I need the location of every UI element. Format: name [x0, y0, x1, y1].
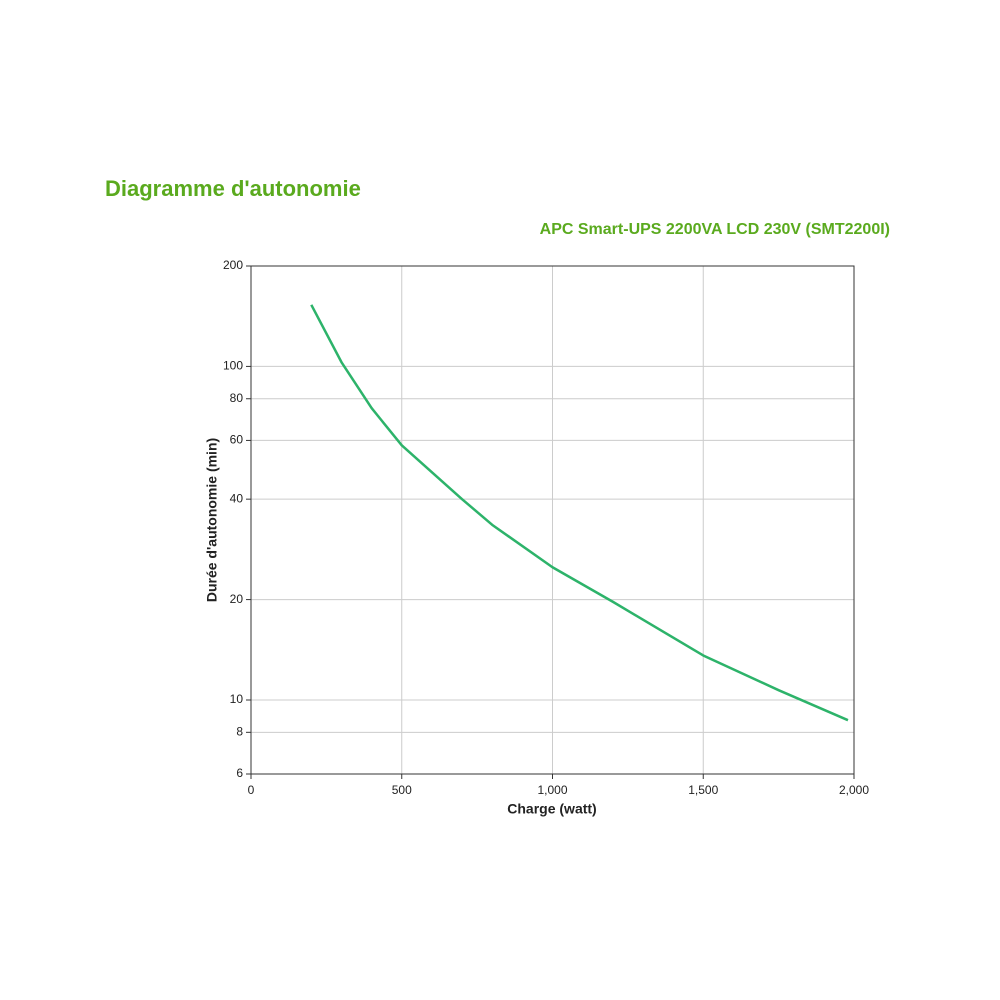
x-axis-label: Charge (watt) [507, 801, 596, 817]
y-tick-label: 6 [236, 766, 243, 780]
y-axis-label: Durée d'autonomie (min) [204, 438, 220, 602]
chart-title: Diagramme d'autonomie [105, 176, 361, 201]
y-tick-label: 20 [230, 592, 244, 606]
y-tick-label: 60 [230, 433, 244, 447]
x-tick-label: 500 [392, 783, 412, 797]
x-tick-label: 0 [248, 783, 255, 797]
y-tick-label: 40 [230, 491, 244, 505]
y-tick-label: 200 [223, 258, 243, 272]
plot-frame [250, 265, 855, 775]
x-tick-label: 2,000 [839, 783, 869, 797]
y-tick-label: 10 [230, 692, 244, 706]
line-series [310, 304, 849, 722]
x-tick-label: 1,500 [688, 783, 718, 797]
y-tick-label: 80 [230, 391, 244, 405]
chart-subtitle: APC Smart-UPS 2200VA LCD 230V (SMT2200I) [540, 221, 890, 238]
y-tick-label: 100 [223, 359, 243, 373]
x-tick-label: 1,000 [537, 783, 567, 797]
y-tick-label: 8 [236, 724, 243, 738]
